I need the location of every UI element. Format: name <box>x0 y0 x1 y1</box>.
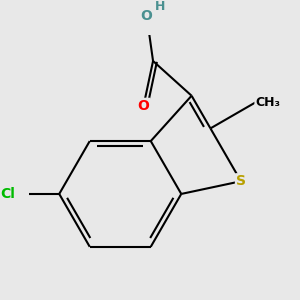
Text: S: S <box>236 174 246 188</box>
Text: H: H <box>155 0 165 13</box>
Text: Cl: Cl <box>0 187 15 201</box>
Text: CH₃: CH₃ <box>255 96 280 109</box>
Text: O: O <box>138 99 149 113</box>
Text: O: O <box>141 9 153 23</box>
